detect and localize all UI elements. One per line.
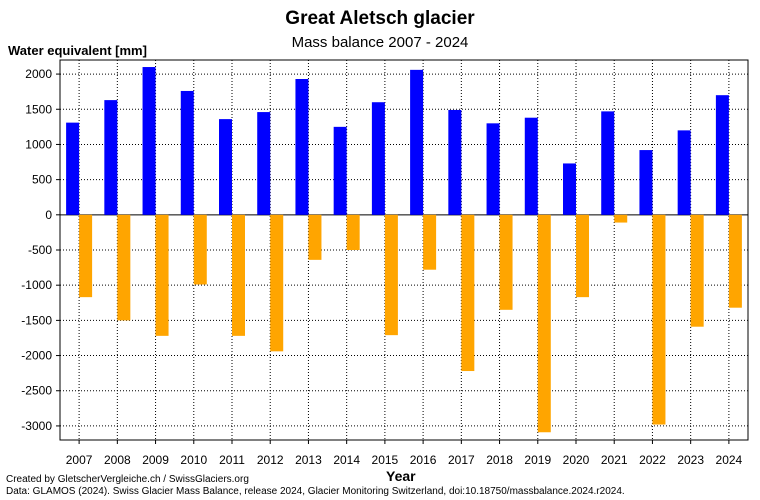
x-tick-label: 2008 bbox=[104, 453, 131, 467]
x-tick-label: 2007 bbox=[66, 453, 93, 467]
bar-annual-2020 bbox=[576, 214, 589, 298]
bar-winter-2015 bbox=[371, 102, 385, 215]
chart-title: Great Aletsch glacier bbox=[285, 8, 475, 29]
bar-annual-2013 bbox=[308, 214, 322, 260]
bar-winter-2014 bbox=[333, 126, 347, 215]
bar-annual-2022 bbox=[652, 214, 666, 425]
bar-annual-2018 bbox=[499, 214, 513, 310]
x-tick-label: 2014 bbox=[333, 453, 360, 467]
bar-annual-2009 bbox=[155, 214, 169, 336]
y-tick-labels: 2000 1500 1000 500 0 -500 -1000 -1500 -2000 -2500… bbox=[21, 67, 52, 433]
x-tick-label: 2018 bbox=[486, 453, 513, 467]
bar-winter-2012 bbox=[257, 112, 271, 215]
bars bbox=[66, 67, 742, 433]
bar-winter-2019 bbox=[524, 117, 538, 215]
bar-winter-2013 bbox=[295, 79, 309, 215]
x-tick-label: 2009 bbox=[142, 453, 169, 467]
plot-frame bbox=[59, 59, 749, 441]
y-tick-label: -2500 bbox=[21, 384, 52, 398]
x-tick-label: 2011 bbox=[219, 453, 245, 467]
x-tick-label: 2024 bbox=[716, 453, 743, 467]
bar-annual-2010 bbox=[193, 214, 207, 285]
bar-annual-2016 bbox=[423, 214, 437, 270]
bar-winter-2008 bbox=[104, 100, 118, 215]
y-tick-label: -3000 bbox=[21, 419, 52, 433]
bar-annual-2014 bbox=[346, 214, 360, 250]
bar-annual-2024 bbox=[728, 214, 742, 308]
bar-winter-2009 bbox=[142, 67, 156, 215]
bar-annual-2017 bbox=[461, 214, 475, 372]
bar-annual-2015 bbox=[384, 214, 398, 336]
x-tick-label: 2015 bbox=[372, 453, 399, 467]
bar-annual-2019 bbox=[537, 214, 551, 433]
bar-annual-2008 bbox=[117, 214, 131, 321]
x-tick-label: 2020 bbox=[563, 453, 590, 467]
data-source-line: Data: GLAMOS (2024). Swiss Glacier Mass … bbox=[6, 486, 625, 497]
x-tick-label: 2010 bbox=[180, 453, 207, 467]
bar-winter-2010 bbox=[180, 90, 194, 215]
bar-winter-2017 bbox=[448, 109, 462, 215]
y-tick-label: -2000 bbox=[21, 349, 52, 363]
bar-winter-2007 bbox=[66, 122, 80, 215]
x-axis-label: Year bbox=[386, 468, 416, 484]
x-tick-label: 2021 bbox=[601, 453, 628, 467]
y-tick-label: 0 bbox=[45, 208, 52, 222]
y-tick-label: 1000 bbox=[25, 137, 52, 151]
y-tick-label: 500 bbox=[32, 173, 52, 187]
bar-annual-2012 bbox=[270, 214, 284, 352]
bar-winter-2021 bbox=[601, 111, 615, 215]
chart-subtitle: Mass balance 2007 - 2024 bbox=[291, 34, 469, 51]
bar-annual-2007 bbox=[79, 214, 93, 298]
y-tick-label: 2000 bbox=[25, 67, 52, 81]
x-tick-label: 2023 bbox=[677, 453, 704, 467]
bar-winter-2022 bbox=[639, 150, 653, 215]
credit-line: Created by GletscherVergleiche.ch / Swis… bbox=[6, 474, 249, 485]
x-tick-label: 2013 bbox=[295, 453, 322, 467]
x-tick-label: 2016 bbox=[410, 453, 437, 467]
y-tick-label: -1500 bbox=[21, 313, 52, 327]
y-tick-label: 1500 bbox=[25, 102, 52, 116]
bar-annual-2023 bbox=[690, 214, 704, 327]
y-axis-label: Water equivalent [mm] bbox=[8, 43, 147, 58]
x-tick-label: 2017 bbox=[448, 453, 475, 467]
x-tick-label: 2022 bbox=[639, 453, 666, 467]
bar-winter-2020 bbox=[563, 163, 576, 215]
x-tick-label: 2019 bbox=[524, 453, 551, 467]
bar-annual-2021 bbox=[614, 214, 628, 223]
bar-winter-2024 bbox=[715, 95, 729, 215]
y-tick-label: -500 bbox=[28, 243, 52, 257]
x-tick-labels: 2007 2008 2009 2010 2011 2012 2013 2014 2015 2016… bbox=[66, 453, 743, 467]
bar-winter-2023 bbox=[677, 130, 691, 215]
x-tick-label: 2012 bbox=[257, 453, 284, 467]
bar-winter-2011 bbox=[219, 119, 232, 215]
bar-winter-2016 bbox=[410, 69, 424, 215]
y-tick-label: -1000 bbox=[21, 278, 52, 292]
bar-winter-2018 bbox=[486, 123, 500, 215]
bar-annual-2011 bbox=[232, 214, 245, 336]
